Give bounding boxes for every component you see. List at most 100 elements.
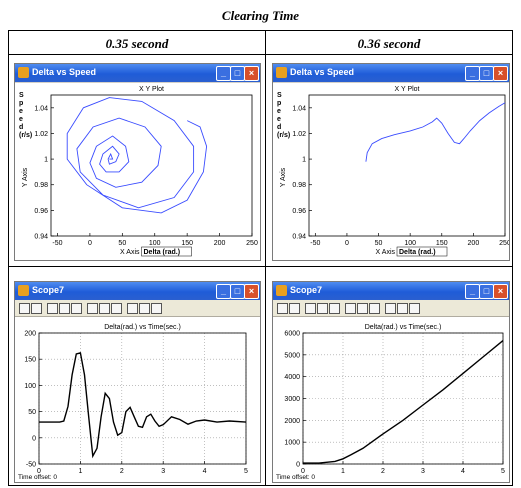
params-icon[interactable] <box>289 303 300 314</box>
chart-background <box>273 83 509 260</box>
x-tick-label: 250 <box>499 240 509 247</box>
print-icon[interactable] <box>277 303 288 314</box>
window-titlebar[interactable]: Delta vs Speed _ □ × <box>273 64 509 82</box>
plot-area-frame <box>302 332 504 465</box>
chart-background <box>15 83 260 260</box>
xy-plot-window-left[interactable]: Delta vs Speed _ □ × X Y Plot -50 0 50 100 15… <box>14 63 261 261</box>
series-line <box>365 102 506 162</box>
params-icon[interactable] <box>31 303 42 314</box>
chart-background <box>15 317 260 482</box>
x-tick-label: 3 <box>421 468 425 475</box>
x-axis-annotation-box <box>141 246 192 257</box>
zoom-x-icon[interactable] <box>59 303 70 314</box>
y-tick-label: 1000 <box>284 440 300 447</box>
y-axis-annotation-char: d <box>277 124 281 131</box>
minimize-button[interactable]: _ <box>216 284 231 299</box>
close-button[interactable]: × <box>244 66 259 81</box>
y-tick-label: 1 <box>44 157 48 164</box>
x-tick-label: 100 <box>149 240 161 247</box>
y-tick-label: 1.04 <box>34 105 48 112</box>
table-center-line <box>265 30 266 486</box>
x-tick-label: 1 <box>78 468 82 475</box>
save-axes-icon[interactable] <box>99 303 110 314</box>
x-tick-label: 1 <box>341 468 345 475</box>
scope-window-right[interactable]: Scope7 _ □ × Delta(rad.) vs Time(sec.) 0 1… <box>272 281 510 483</box>
chart-background <box>273 317 509 482</box>
zoom-y-icon[interactable] <box>329 303 340 314</box>
scope-window-icon <box>276 285 287 296</box>
column-header-036: 0.36 second <box>357 36 421 51</box>
window-titlebar[interactable]: Scope7 _ □ × <box>273 282 509 300</box>
print-icon[interactable] <box>19 303 30 314</box>
close-button[interactable]: × <box>493 284 508 299</box>
simulink-window-icon <box>276 67 287 78</box>
float-icon[interactable] <box>385 303 396 314</box>
maximize-button[interactable]: □ <box>230 66 245 81</box>
y-axis-annotation-char: p <box>19 100 23 107</box>
plot-area-frame <box>308 94 506 237</box>
maximize-button[interactable]: □ <box>230 284 245 299</box>
y-tick-label: 100 <box>24 383 36 390</box>
save-axes-icon[interactable] <box>357 303 368 314</box>
plot-area-frame <box>50 94 253 237</box>
autoscale-icon[interactable] <box>345 303 356 314</box>
y-tick-label: 1 <box>302 157 306 164</box>
signal-selection-icon[interactable] <box>409 303 420 314</box>
close-button[interactable]: × <box>493 66 508 81</box>
lock-icon[interactable] <box>139 303 150 314</box>
window-title: Scope7 <box>290 285 323 295</box>
x-tick-label: 0 <box>301 468 305 475</box>
x-tick-label: 2 <box>120 468 124 475</box>
y-tick-label: 0.96 <box>292 208 306 215</box>
chart-title: Delta(rad.) vs Time(sec.) <box>365 324 442 331</box>
minimize-button[interactable]: _ <box>465 66 480 81</box>
x-tick-label: -50 <box>310 240 320 247</box>
zoom-y-icon[interactable] <box>71 303 82 314</box>
x-tick-label: 4 <box>461 468 465 475</box>
window-titlebar[interactable]: Delta vs Speed _ □ × <box>15 64 260 82</box>
x-axis-label: X Axis <box>376 249 396 256</box>
lock-icon[interactable] <box>397 303 408 314</box>
x-tick-label: 5 <box>244 468 248 475</box>
y-tick-label: 0.98 <box>34 182 48 189</box>
plot-area-frame <box>38 332 247 465</box>
scope-window-left[interactable]: Scope7 _ □ × Delta(rad.) vs Time(sec.) 0 1… <box>14 281 261 483</box>
y-axis-annotation-char: e <box>19 116 23 123</box>
zoom-icon[interactable] <box>305 303 316 314</box>
xy-plot-window-right[interactable]: Delta vs Speed _ □ × X Y Plot -50 0 50 100 15… <box>272 63 510 261</box>
window-title: Scope7 <box>32 285 65 295</box>
maximize-button[interactable]: □ <box>479 284 494 299</box>
y-axis-annotation-char: e <box>277 116 281 123</box>
x-tick-label: 150 <box>181 240 193 247</box>
restore-axes-icon[interactable] <box>369 303 380 314</box>
window-titlebar[interactable]: Scope7 _ □ × <box>15 282 260 300</box>
y-tick-label: 6000 <box>284 331 300 338</box>
y-tick-label: 0.98 <box>292 182 306 189</box>
float-icon[interactable] <box>127 303 138 314</box>
table-caption: Clearing Time <box>221 8 300 23</box>
scope-chart-right: Delta(rad.) vs Time(sec.) 0 1 2 3 4 5 0 1000 2000… <box>273 317 509 482</box>
minimize-button[interactable]: _ <box>465 284 480 299</box>
y-axis-annotation-char: (r/s) <box>277 132 290 139</box>
maximize-button[interactable]: □ <box>479 66 494 81</box>
y-tick-label: 1.02 <box>34 131 48 138</box>
y-tick-label: 4000 <box>284 374 300 381</box>
close-button[interactable]: × <box>244 284 259 299</box>
scope-chart-left: Delta(rad.) vs Time(sec.)0 1 2 3 4 5-50050100… <box>15 317 260 482</box>
zoom-icon[interactable] <box>47 303 58 314</box>
y-axis-annotation-char: e <box>277 108 281 115</box>
zoom-x-icon[interactable] <box>317 303 328 314</box>
autoscale-icon[interactable] <box>87 303 98 314</box>
y-tick-label: 0 <box>296 462 300 469</box>
x-tick-label: 5 <box>501 468 505 475</box>
y-axis-label: Y Axis <box>22 167 29 187</box>
signal-selection-icon[interactable] <box>151 303 162 314</box>
y-axis-annotation-char: p <box>277 100 281 107</box>
restore-axes-icon[interactable] <box>111 303 122 314</box>
y-tick-label: 5000 <box>284 352 300 359</box>
minimize-button[interactable]: _ <box>216 66 231 81</box>
y-axis-annotation-char: (r/s) <box>19 132 32 139</box>
y-tick-label: -50 <box>26 462 36 469</box>
time-offset-label: Time offset: 0 <box>18 474 57 481</box>
y-tick-label: 200 <box>24 331 36 338</box>
